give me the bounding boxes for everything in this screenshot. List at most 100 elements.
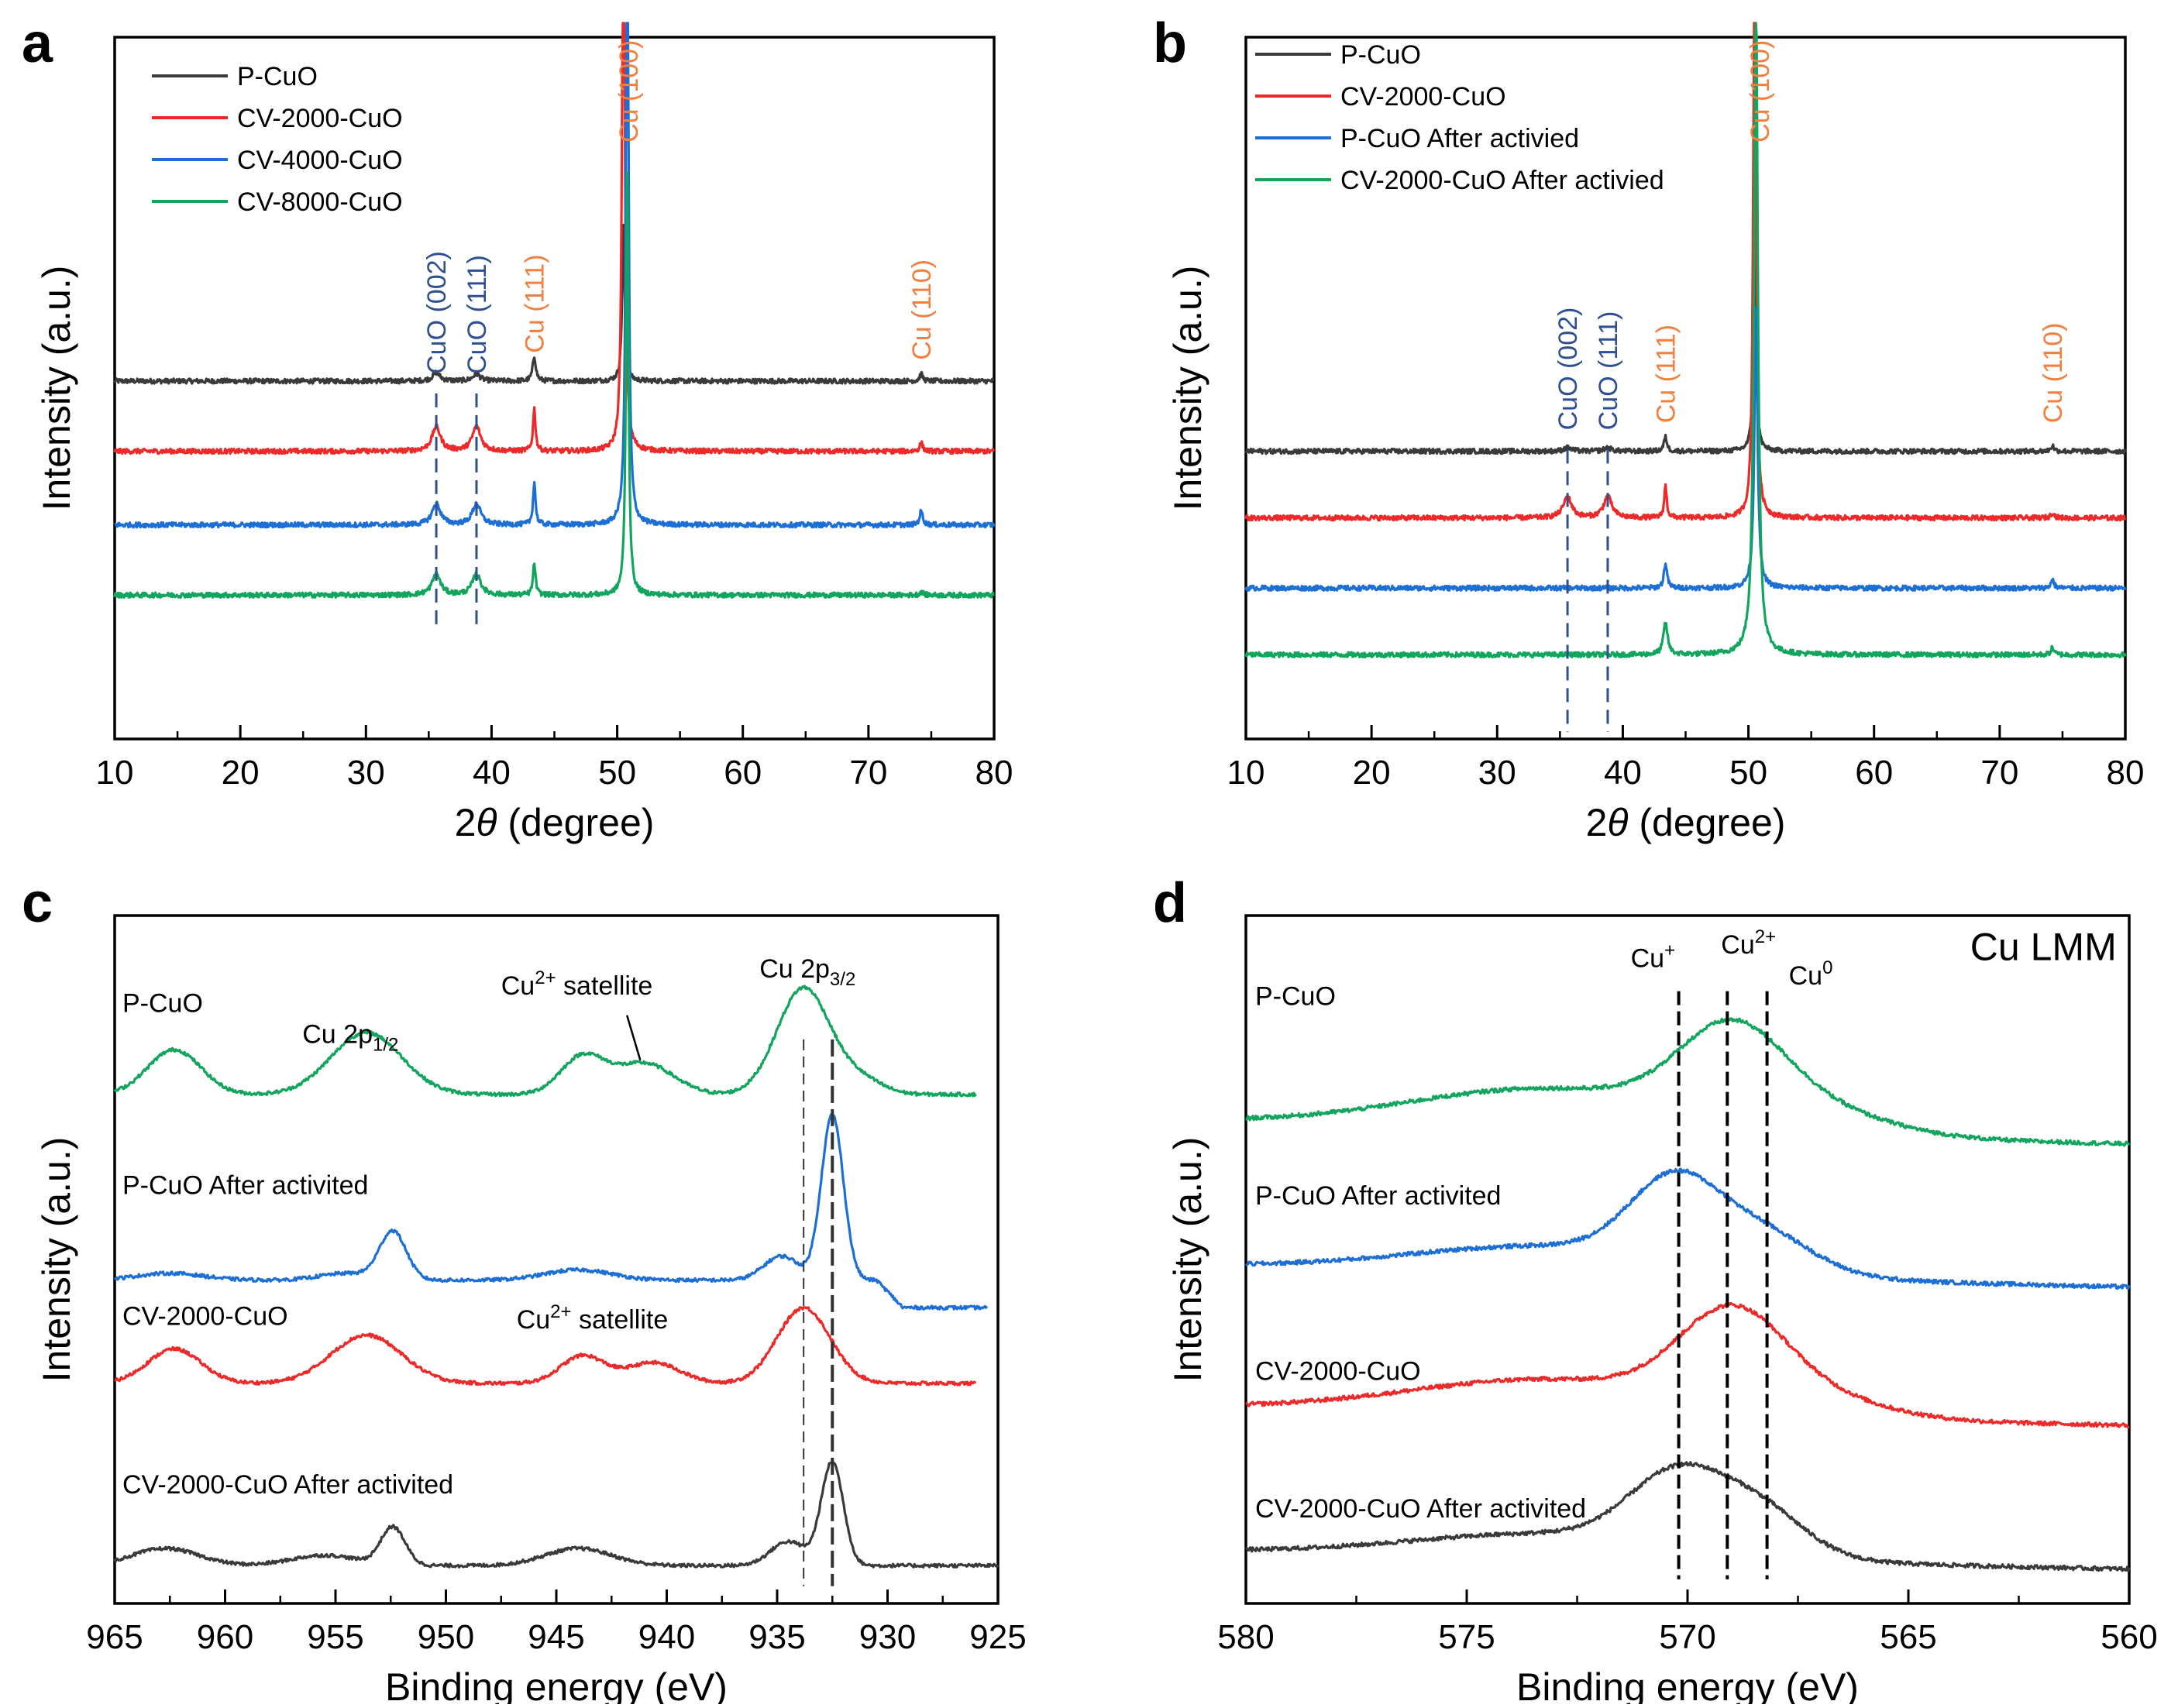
peak-label: CuO (111) [1594,311,1623,431]
sample-label: P-CuO [1255,981,1336,1011]
x-axis-title-a: 2θ (degree) [455,801,655,844]
x-tick-label: 50 [1729,754,1767,792]
x-tick-label: 960 [197,1618,253,1656]
cu2p12-label: Cu 2p1/2 [302,1019,398,1055]
annotations-d: Cu+ Cu2+ Cu0 [1631,926,1833,1579]
x-tick-label: 40 [473,754,511,792]
legend-label: CV-2000-CuO [237,104,403,133]
x-ticks-a: 10 20 30 40 50 60 70 80 [96,725,1013,792]
satellite-label-top: Cu2+ satellite [501,967,653,1001]
chart-title-d: Cu LMM [1970,926,2117,969]
peak-label: CuO (111) [463,255,492,374]
peak-label: Cu (111) [521,254,550,352]
x-tick-label: 80 [2107,754,2145,792]
x-tick-label: 60 [724,754,762,792]
xaes-series-2 [1245,1301,2130,1429]
x-tick-label: 935 [748,1618,805,1656]
panel-b: b 10 20 30 40 50 60 70 80 CuO (002) CuO (111) Cu … [1153,12,2144,844]
panel-a: a 10 20 30 40 50 60 70 80 CuO (002) CuO (111) Cu … [22,12,1013,844]
panel-letter-d: d [1153,872,1187,934]
series-line-p-cuo-after-activied [1244,306,2127,593]
x-tick-label: 565 [1880,1618,1936,1656]
panel-letter-a: a [22,12,53,74]
y-axis-title-c: Intensity (a.u.) [35,1137,78,1383]
legend-label: CV-2000-CuO After activied [1340,166,1664,195]
annotations-c: Cu 2p1/2 Cu 2p3/2 Cu2+ satellite Cu2+ sa… [302,954,855,1335]
series-line-cv-2000-cuo [113,22,996,455]
peak-label: CuO (002) [422,251,452,374]
x-tick-label: 20 [1353,754,1391,792]
panel-d: d 580 575 570 565 560 P-CuO P-CuO After activ… [1153,872,2158,1708]
series-line-p-cuo [1244,210,2127,455]
legend-label: CV-4000-CuO [237,146,403,175]
oxidation-state-label: Cu0 [1789,957,1833,991]
oxidation-state-label: Cu2+ [1721,926,1776,960]
x-tick-label: 30 [1478,754,1516,792]
x-tick-label: 70 [1980,754,2018,792]
x-tick-label: 50 [598,754,636,792]
oxidation-state-label: Cu+ [1631,940,1675,974]
peak-label: Cu (100) [1746,40,1775,143]
series-line-cv-8000-cuo [113,171,995,600]
x-ticks-c: 965 960 955 950 945 940 935 930 925 [86,1589,1027,1656]
x-tick-label: 570 [1659,1618,1715,1656]
x-tick-label: 10 [96,754,134,792]
legend-label: CV-8000-CuO [237,187,403,217]
x-axis-title-b: 2θ (degree) [1586,801,1786,844]
xps-series-0 [113,985,977,1098]
legend-label: P-CuO [237,62,318,91]
cu2p32-label: Cu 2p3/2 [759,954,855,990]
x-tick-label: 925 [969,1618,1026,1656]
legend-label: P-CuO [1340,40,1421,70]
peak-label: Cu (110) [2039,323,2068,424]
x-tick-label: 575 [1438,1618,1495,1656]
x-ticks-d: 580 575 570 565 560 [1217,1589,2158,1656]
x-tick-label: 40 [1604,754,1642,792]
xaes-series-1 [1245,1167,2131,1290]
y-axis-title-b: Intensity (a.u.) [1166,266,1209,511]
xps-series-1 [114,1113,989,1311]
x-tick-label: 60 [1855,754,1893,792]
xaes-series-3 [1244,1461,2131,1572]
sample-label: CV-2000-CuO [122,1301,288,1331]
x-tick-label: 965 [86,1618,143,1656]
sample-label: P-CuO After activited [1255,1181,1501,1211]
x-tick-label: 70 [849,754,887,792]
series-line-p-cuo [113,223,995,385]
x-tick-label: 945 [528,1618,584,1656]
xps-series-3 [113,1461,1000,1569]
satellite-label-bottom: Cu2+ satellite [517,1301,669,1335]
panel-letter-c: c [22,872,53,934]
x-tick-label: 560 [2101,1618,2157,1656]
panel-c: c 965 960 955 950 945 940 935 930 925 P-CuOP-CuO… [22,872,1027,1708]
peak-label: Cu (100) [614,40,644,143]
series-group-d: P-CuO P-CuO After activited CV-2000-CuO CV-… [1244,981,2131,1572]
legend-b: P-CuO CV-2000-CuO P-CuO After activied CV-2… [1255,40,1664,195]
series-group-b [1244,22,2127,659]
x-tick-label: 10 [1227,754,1265,792]
peak-labels-a: CuO (002) CuO (111) Cu (111) Cu (100) Cu (11… [422,40,937,627]
peak-label: CuO (002) [1554,308,1583,431]
peak-label: Cu (110) [907,259,937,360]
peak-label: Cu (111) [1652,325,1681,423]
plot-frame-a [113,36,996,741]
legend-label: P-CuO After activied [1340,124,1579,153]
series-line-cv-4000-cuo [114,22,996,529]
sample-label: P-CuO [122,988,203,1018]
x-tick-label: 20 [222,754,260,792]
x-tick-label: 80 [975,754,1013,792]
xps-series-2 [114,1305,977,1387]
series-line-cv-2000-cuo [1244,22,2127,522]
peak-labels-b: CuO (002) CuO (111) Cu (111) Cu (100) Cu (11… [1554,40,2068,732]
series-group-c: P-CuO P-CuO After activited CV-2000-CuO CV-… [113,985,1000,1586]
x-axis-title-c: Binding energy (eV) [385,1665,728,1704]
xaes-series-0 [1244,1017,2131,1147]
x-tick-label: 580 [1217,1618,1274,1656]
satellite-leader-line [626,1015,642,1060]
sample-label: CV-2000-CuO After activited [122,1470,453,1500]
sample-label: CV-2000-CuO After activited [1255,1494,1586,1524]
x-ticks-b: 10 20 30 40 50 60 70 80 [1227,725,2145,792]
y-axis-title-a: Intensity (a.u.) [35,266,78,511]
